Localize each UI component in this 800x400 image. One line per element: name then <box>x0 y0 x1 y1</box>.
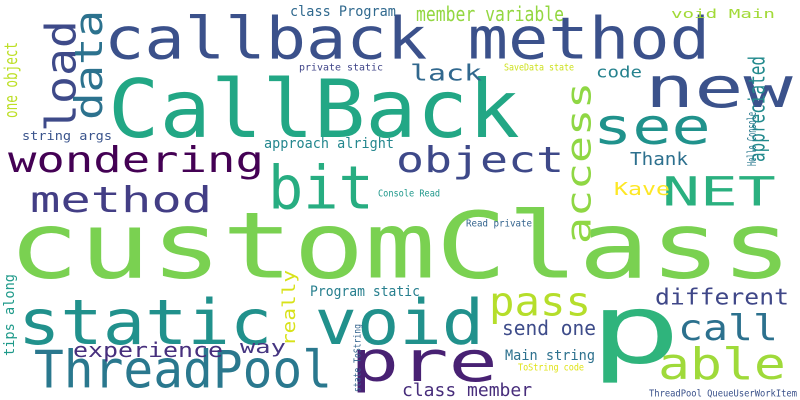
word-pre: pre <box>350 328 498 395</box>
word-thank: Thank <box>630 148 689 170</box>
word-main-string: Main string <box>505 346 596 364</box>
word-one-object: one object <box>0 41 22 119</box>
word-savedata-state: SaveData state <box>504 61 574 73</box>
word-state-tostring: state ToString <box>351 324 363 392</box>
word-new: new <box>645 54 793 121</box>
word-tips-along: tips along <box>0 273 18 356</box>
word-kave: Kave <box>614 178 670 200</box>
word-read-private: Read private <box>466 217 533 229</box>
word-tostring-code: ToString code <box>518 361 584 373</box>
word-pass: pass <box>489 278 591 326</box>
word-method: method <box>30 178 213 221</box>
word-way: way <box>240 336 286 358</box>
word-net: NET <box>662 168 776 216</box>
word-data: data <box>66 10 112 121</box>
word-different: different <box>655 284 789 310</box>
word-string-args: string args <box>22 128 113 143</box>
word-hello-console: Hello Console <box>744 112 759 166</box>
word-private-static: private static <box>299 61 383 73</box>
word-object: object <box>396 138 565 181</box>
word-able: able <box>658 338 786 390</box>
word-really: really <box>278 269 300 346</box>
word-bit: bit <box>268 152 374 223</box>
word-callback-method: callback method <box>104 4 711 73</box>
word-experience: experience <box>73 338 224 362</box>
word-access: access <box>558 81 599 244</box>
word-static-void: static void <box>18 286 485 359</box>
word-call: call <box>678 306 778 349</box>
word-console-read: Console Read <box>378 187 441 199</box>
word-wondering: wondering <box>8 138 264 181</box>
word-threadpool: ThreadPool <box>34 339 333 400</box>
word-callback: CallBack <box>108 62 520 157</box>
word-approach-alright: approach alright <box>264 134 395 152</box>
word-void-main: void Main <box>671 6 775 21</box>
word-p: p <box>589 273 682 386</box>
word-customclass: customClass <box>8 191 793 300</box>
word-class-program: class Program <box>290 2 396 20</box>
word-send-one: send one <box>502 316 596 340</box>
word-member-variable: member variable <box>416 2 565 26</box>
word-program-static: Program static <box>310 282 420 300</box>
word-threadpool-queueuserworkitem: ThreadPool QueueUserWorkItem <box>649 387 797 399</box>
word-lack: lack <box>410 60 482 86</box>
word-code: code <box>596 62 642 82</box>
word-class-member: class member <box>402 379 533 400</box>
word-see: see <box>593 97 711 156</box>
